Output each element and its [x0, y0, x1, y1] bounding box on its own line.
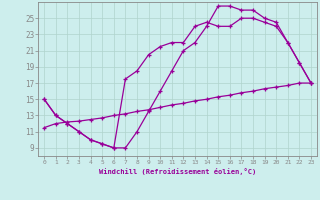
X-axis label: Windchill (Refroidissement éolien,°C): Windchill (Refroidissement éolien,°C) [99, 168, 256, 175]
